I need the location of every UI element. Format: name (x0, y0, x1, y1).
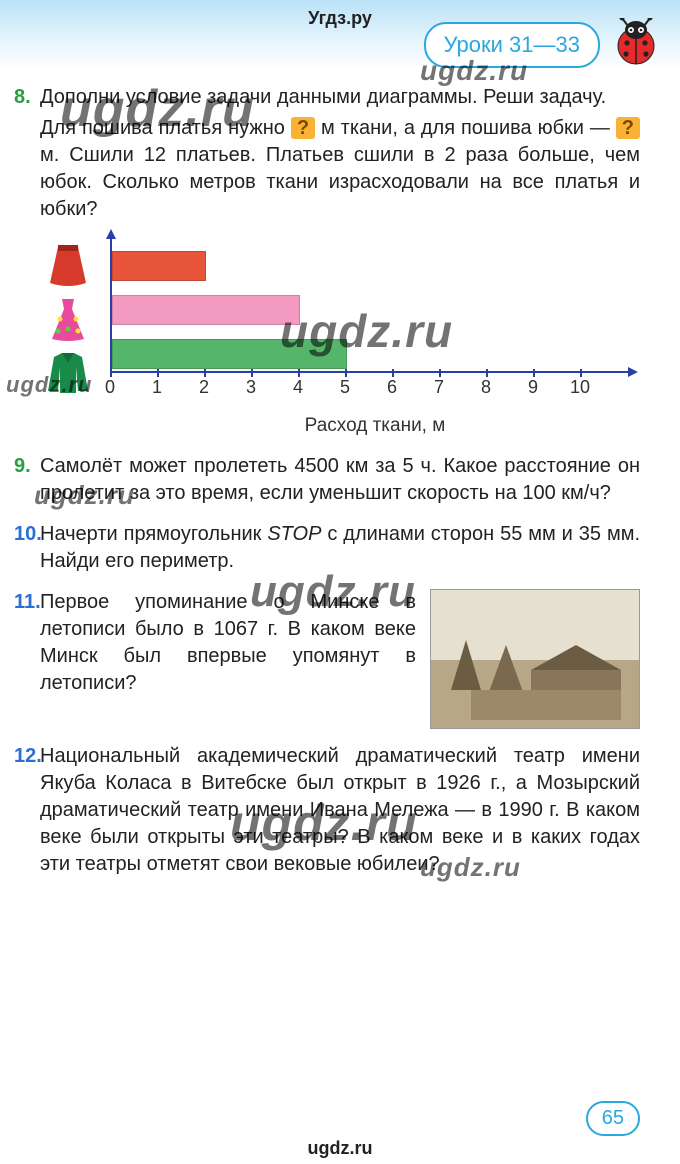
skirt-icon (40, 243, 96, 287)
task-body: Для пошива платья нужно ? м ткани, а для… (40, 115, 640, 223)
task-number: 8. (14, 84, 31, 111)
page-content: 8. Дополни условие задачи данными диагра… (0, 84, 680, 888)
x-tick-label: 2 (199, 375, 209, 399)
x-tick-label: 4 (293, 375, 303, 399)
task-body: Национальный академический драматический… (40, 743, 640, 878)
text: Начерти прямоугольник (40, 523, 267, 545)
site-label-bottom: ugdz.ru (308, 1136, 373, 1160)
blank-box: ? (291, 117, 315, 139)
lesson-badge: Уроки 31—33 (424, 22, 600, 68)
dress-icon (40, 297, 96, 341)
x-tick-label: 8 (481, 375, 491, 399)
text: Дополни условие задачи данными диаграммы… (40, 86, 606, 108)
task-body: Первое упоминание о Минске в летописи бы… (40, 589, 416, 697)
chart-plot: 012345678910 (110, 237, 630, 407)
x-tick-label: 1 (152, 375, 162, 399)
blank-box: ? (616, 117, 640, 139)
x-tick-label: 0 (105, 375, 115, 399)
x-tick-label: 6 (387, 375, 397, 399)
text: Для пошива платья нужно (40, 117, 291, 139)
task-number: 11. (14, 589, 41, 616)
x-axis (110, 371, 630, 373)
x-axis-caption: Расход ткани, м (110, 413, 640, 439)
task-10: 10. Начерти прямоугольник STOP с длинами… (40, 521, 640, 575)
rect-name: STOP (267, 523, 321, 545)
task-number: 12. (14, 743, 42, 770)
site-label-top: Угдз.ру (308, 6, 372, 30)
x-tick-label: 10 (570, 375, 590, 399)
task-11: 11. Первое упоминание о Минске в летопис… (40, 589, 640, 729)
chart-category-icons (40, 237, 110, 395)
header-banner: Угдз.ру Уроки 31—33 (0, 0, 680, 70)
task-body: Начерти прямоугольник STOP с длинами сто… (40, 521, 640, 575)
bar-dress (112, 295, 300, 325)
x-tick-label: 9 (528, 375, 538, 399)
fabric-chart: 0 1 2 3 4 5 6 7 8 9 10 (40, 237, 640, 407)
task-number: 10. (14, 521, 42, 548)
bar-skirt (112, 251, 206, 281)
task-number: 9. (14, 453, 31, 480)
x-tick-label: 5 (340, 375, 350, 399)
task-body: Дополни условие задачи данными диаграммы… (40, 84, 640, 111)
task-8: 8. Дополни условие задачи данными диагра… (40, 84, 640, 439)
page-number-badge: 65 (586, 1101, 640, 1136)
task-12: 12. Национальный академический драматиче… (40, 743, 640, 878)
ladybug-icon (614, 18, 662, 66)
minsk-illustration (430, 589, 640, 729)
x-tick-label: 7 (434, 375, 444, 399)
bar-jacket (112, 339, 347, 369)
jacket-icon (40, 351, 96, 395)
text: м. Сшили 12 платьев. Платьев сшили в 2 р… (40, 144, 640, 220)
text: м ткани, а для пошива юбки — (315, 117, 616, 139)
x-tick-label: 3 (246, 375, 256, 399)
task-9: 9. Самолёт может пролететь 4500 км за 5 … (40, 453, 640, 507)
task-body: Самолёт может пролететь 4500 км за 5 ч. … (40, 453, 640, 507)
